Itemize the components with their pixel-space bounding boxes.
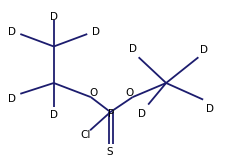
Text: D: D bbox=[50, 12, 58, 22]
Text: Cl: Cl bbox=[80, 130, 91, 140]
Text: O: O bbox=[90, 88, 98, 98]
Text: D: D bbox=[92, 27, 100, 37]
Text: D: D bbox=[200, 45, 208, 55]
Text: D: D bbox=[8, 27, 16, 37]
Text: D: D bbox=[50, 110, 58, 120]
Text: D: D bbox=[8, 94, 16, 104]
Text: S: S bbox=[106, 147, 113, 157]
Text: O: O bbox=[126, 88, 134, 98]
Text: D: D bbox=[206, 104, 214, 114]
Text: P: P bbox=[109, 109, 115, 119]
Text: D: D bbox=[129, 44, 137, 54]
Text: D: D bbox=[138, 109, 146, 119]
